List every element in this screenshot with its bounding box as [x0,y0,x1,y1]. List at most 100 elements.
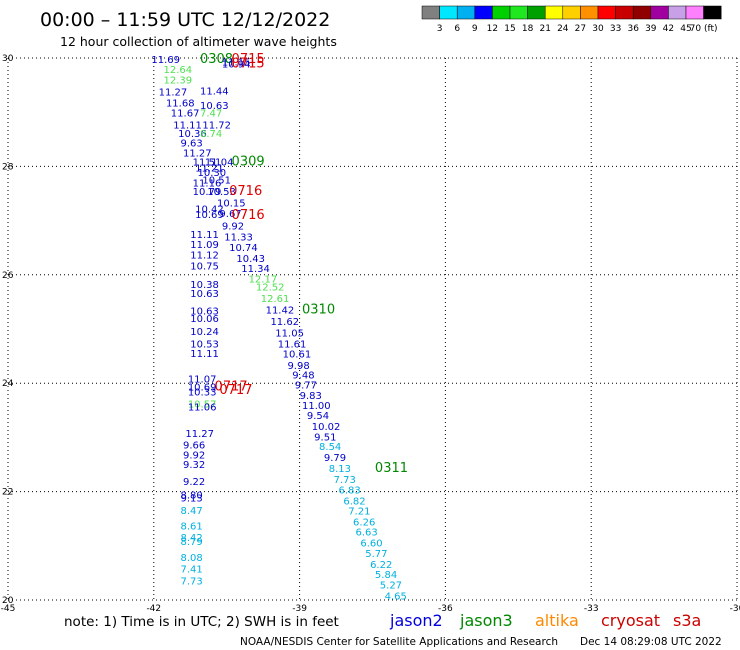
wave-height-label: 11.44 [200,87,229,98]
legend-swatch [632,5,652,20]
chart-subtitle: 12 hour collection of altimeter wave hei… [60,34,337,49]
legend-swatch [509,5,528,20]
satellite-name-jason3: jason3 [459,611,513,630]
wave-height-label: 5.27 [380,580,402,591]
wave-height-label: 7.47 [200,109,222,120]
wave-height-label: 11.11 [190,230,219,241]
legend-swatch [615,5,634,20]
wave-height-label: 11.69 [151,55,180,66]
wave-height-label: 11.00 [302,401,331,412]
pass-time-label: 0717 [215,379,248,394]
legend-label: 18 [522,24,534,34]
wave-height-label: 10.42 [195,205,224,216]
wave-height-label: 6.83 [338,485,360,496]
legend-swatch [439,5,458,20]
legend-label: 33 [610,24,621,34]
pass-time-label: 0310 [302,302,335,317]
wave-height-label: 9.48 [292,371,314,382]
x-tick-label: -39 [292,604,307,614]
legend-swatch [668,5,687,20]
wave-height-label: 11.34 [241,264,270,275]
y-tick-label: 20 [2,596,14,606]
wave-height-label: 5.77 [365,549,387,560]
wave-height-label: 6.82 [343,496,365,507]
legend-label: 15 [504,24,515,34]
wave-height-label: 9.79 [324,453,346,464]
legend-label: 24 [557,24,569,34]
satellite-legend: jason2 jason3 altika cryosat s3a [389,611,701,630]
pass-time-label: 0308 [200,52,233,67]
wave-height-label: 11.42 [266,305,295,316]
wave-height-label: 9.92 [183,451,205,462]
wave-height-label: 8.08 [181,553,203,564]
y-tick-label: 24 [2,379,14,389]
wave-height-label: 10.36 [178,129,207,140]
wave-height-label: 11.27 [185,429,214,440]
legend-label: 12 [487,24,498,34]
legend-swatch [650,5,669,20]
wave-height-label: 10.57 [188,399,217,410]
satellite-name-altika: altika [535,611,579,630]
wave-height-label: 9.13 [181,494,203,505]
wave-height-label: 8.54 [319,442,341,453]
x-tick-label: -45 [1,604,16,614]
legend-label: 21 [539,24,550,34]
wave-height-label: 10.51 [202,175,231,186]
y-tick-label: 28 [2,162,14,172]
wave-height-label: 10.38 [190,280,219,291]
grid-lines [7,57,738,601]
wave-height-label: 9.92 [222,221,244,232]
wave-height-label: 11.11 [190,349,219,360]
y-tick-label: 22 [2,488,13,498]
pass-time-label: 0717 [219,383,252,398]
wave-height-label: 6.22 [370,560,392,571]
wave-height-label: 11.05 [275,328,304,339]
wave-height-label: 11.12 [190,251,219,262]
wave-height-label: 10.94 [222,59,251,70]
wave-height-label: 12.64 [164,65,193,76]
wave-height-label: 10.43 [236,254,265,265]
footer-note: note: 1) Time is in UTC; 2) SWH is in fe… [64,614,339,630]
legend-label: 6 [454,24,460,34]
legend-swatch [421,5,440,20]
wave-height-label: 10.15 [217,199,246,210]
wave-height-label: 9.98 [287,361,309,372]
wave-height-label: 11.27 [183,148,212,159]
wave-height-label: 9.51 [314,432,336,443]
wave-height-label: 9.66 [183,440,205,451]
legend-swatch [474,5,493,20]
legend-label: 39 [645,24,657,34]
legend-label: 70 (ft) [690,24,718,34]
data-labels: 11.69 0308071511.1510.94071512.6412.3911.… [151,52,408,603]
wave-height-label: 10.61 [283,349,312,360]
wave-height-label: 11.33 [224,232,253,243]
wave-height-label: 10.53 [190,340,219,351]
axis-tick-labels: -45 -42 -39 -36 -33 -30 20 22 24 26 28 30 [1,54,740,614]
wave-height-label: 11.16 [193,179,222,190]
wave-height-label: 11.07 [188,374,217,385]
wave-height-label: 10.63 [190,289,219,300]
wave-height-label: 12.39 [164,76,193,87]
pass-time-label: 0716 [232,208,265,223]
pass-time-label: 0716 [229,184,262,199]
legend-swatch [685,5,704,20]
wave-height-label: 11.11 [173,121,202,132]
wave-height-label: 8.42 [181,533,203,544]
wave-height-label: 6.60 [360,539,382,550]
legend-swatch [456,5,476,20]
x-tick-label: -36 [438,604,453,614]
wave-height-label: 8.47 [181,506,203,517]
legend-swatch [703,5,722,20]
wave-height-label: 8.79 [181,537,203,548]
satellite-name-jason2: jason2 [389,611,443,630]
legend-swatch [527,5,546,20]
wave-height-label: 11.15 [222,57,251,68]
wave-height-label: 11.09 [190,240,219,251]
wave-height-label: 10.79 [193,187,222,198]
legend-swatch [544,5,564,20]
wave-height-label: 7.73 [334,475,356,486]
wave-height-label: 12.52 [256,283,285,294]
pass-time-label: 0715 [232,56,265,71]
